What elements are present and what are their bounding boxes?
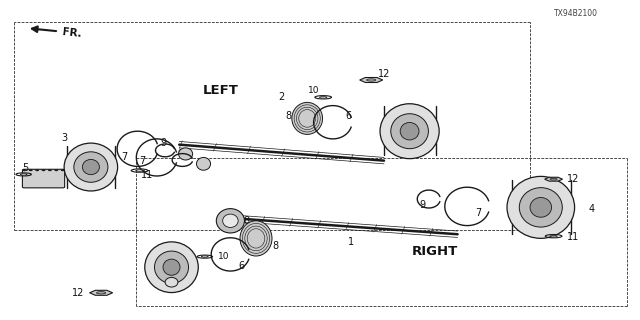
FancyBboxPatch shape bbox=[22, 169, 65, 188]
Text: 9: 9 bbox=[160, 138, 166, 148]
Ellipse shape bbox=[400, 123, 419, 140]
Ellipse shape bbox=[29, 169, 33, 171]
Ellipse shape bbox=[292, 102, 323, 134]
Ellipse shape bbox=[519, 188, 563, 227]
Ellipse shape bbox=[550, 236, 557, 237]
Text: 10: 10 bbox=[218, 252, 229, 261]
Ellipse shape bbox=[216, 209, 244, 233]
Text: FR.: FR. bbox=[61, 27, 82, 39]
Text: 12: 12 bbox=[72, 288, 84, 298]
Text: 11: 11 bbox=[567, 232, 579, 243]
Text: 9: 9 bbox=[419, 200, 426, 211]
Text: 12: 12 bbox=[378, 68, 390, 79]
Ellipse shape bbox=[319, 97, 327, 98]
Text: TX94B2100: TX94B2100 bbox=[554, 9, 598, 18]
Ellipse shape bbox=[165, 277, 178, 287]
Ellipse shape bbox=[163, 259, 180, 275]
Ellipse shape bbox=[530, 197, 552, 217]
Text: RIGHT: RIGHT bbox=[412, 245, 458, 258]
Text: 8: 8 bbox=[243, 216, 250, 227]
Ellipse shape bbox=[145, 242, 198, 292]
Ellipse shape bbox=[61, 169, 65, 171]
Text: 7: 7 bbox=[476, 208, 482, 218]
Text: 11: 11 bbox=[141, 170, 154, 180]
Ellipse shape bbox=[240, 221, 272, 256]
Text: 4: 4 bbox=[589, 204, 595, 214]
Ellipse shape bbox=[367, 79, 376, 81]
Text: 6: 6 bbox=[239, 261, 245, 271]
Ellipse shape bbox=[35, 169, 39, 171]
Ellipse shape bbox=[202, 256, 208, 257]
Ellipse shape bbox=[179, 148, 193, 160]
Text: 1: 1 bbox=[348, 236, 354, 247]
Text: 12: 12 bbox=[567, 174, 579, 184]
Polygon shape bbox=[545, 177, 563, 181]
Ellipse shape bbox=[154, 251, 189, 283]
Ellipse shape bbox=[22, 169, 26, 171]
Ellipse shape bbox=[550, 178, 557, 180]
Ellipse shape bbox=[196, 157, 211, 170]
Ellipse shape bbox=[223, 214, 238, 228]
Ellipse shape bbox=[54, 169, 58, 171]
Text: 5: 5 bbox=[22, 163, 29, 173]
Ellipse shape bbox=[48, 169, 52, 171]
Ellipse shape bbox=[507, 176, 575, 238]
Text: 8: 8 bbox=[285, 111, 292, 121]
Polygon shape bbox=[360, 77, 383, 83]
Text: 10: 10 bbox=[308, 86, 319, 95]
Text: 9: 9 bbox=[177, 148, 184, 159]
Text: 7: 7 bbox=[122, 152, 128, 162]
Polygon shape bbox=[90, 290, 113, 295]
Text: 2: 2 bbox=[278, 92, 285, 102]
Ellipse shape bbox=[74, 152, 108, 182]
Ellipse shape bbox=[391, 114, 428, 149]
Text: LEFT: LEFT bbox=[203, 84, 239, 97]
Text: 8: 8 bbox=[272, 241, 278, 252]
Text: 7: 7 bbox=[139, 156, 145, 166]
Ellipse shape bbox=[136, 170, 143, 171]
Text: 6: 6 bbox=[346, 111, 352, 121]
Ellipse shape bbox=[83, 159, 99, 175]
Ellipse shape bbox=[97, 292, 106, 294]
Ellipse shape bbox=[380, 104, 439, 159]
Ellipse shape bbox=[64, 143, 118, 191]
Ellipse shape bbox=[42, 169, 45, 171]
Ellipse shape bbox=[20, 174, 27, 175]
Text: 3: 3 bbox=[61, 132, 67, 143]
